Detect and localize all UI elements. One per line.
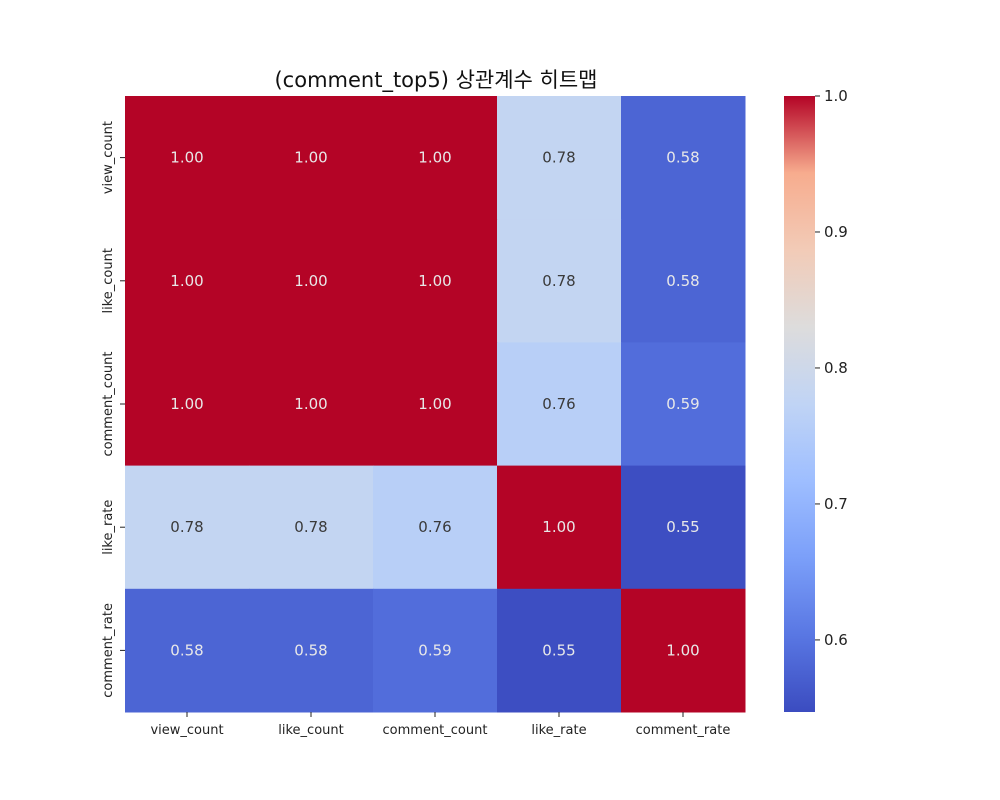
y-tick-label: like_count — [101, 248, 116, 313]
heatmap-cell-label: 1.00 — [170, 149, 203, 167]
heatmap-cell — [373, 96, 498, 220]
heatmap-cell-label: 1.00 — [170, 395, 203, 413]
heatmap-cell-label: 0.59 — [418, 641, 451, 659]
heatmap-cell-label: 1.00 — [418, 272, 451, 290]
heatmap-cell — [621, 96, 746, 220]
heatmap-cell-label: 0.58 — [666, 272, 699, 290]
heatmap-cells — [125, 96, 746, 713]
heatmap-cell-label: 1.00 — [542, 518, 575, 536]
heatmap-cell — [497, 219, 622, 343]
heatmap-cell — [497, 96, 622, 220]
heatmap-cell — [497, 465, 622, 590]
x-tick-label: view_count — [150, 723, 223, 738]
heatmap-cell — [373, 588, 498, 713]
heatmap-cell-label: 1.00 — [294, 149, 327, 167]
colorbar-tick-label: 0.6 — [824, 631, 848, 649]
heatmap-cell-label: 0.58 — [170, 641, 203, 659]
x-axis-ticks: view_count like_count comment_count like_ra… — [150, 712, 730, 738]
colorbar: 1.0 0.9 0.8 0.7 0.6 — [784, 87, 848, 712]
heatmap-cell — [125, 96, 250, 220]
heatmap-cell-labels: 1.00 1.00 1.00 0.78 0.58 1.00 1.00 1.00 0.78 0.58… — [170, 149, 699, 660]
heatmap-cell — [373, 219, 498, 343]
heatmap-cell — [125, 465, 250, 590]
y-axis-ticks: view_count like_count comment_count like_ra… — [101, 121, 125, 698]
heatmap-cell-label: 0.76 — [418, 518, 451, 536]
heatmap-cell-label: 1.00 — [418, 149, 451, 167]
colorbar-tick-label: 0.8 — [824, 359, 848, 377]
chart-title: (comment_top5) 상관계수 히트맵 — [274, 68, 597, 93]
heatmap-cell — [621, 465, 746, 590]
heatmap-cell — [125, 219, 250, 343]
x-tick-label: like_count — [278, 723, 343, 738]
heatmap-cell-label: 0.58 — [666, 149, 699, 167]
heatmap-cell — [249, 342, 374, 467]
heatmap-cell — [125, 342, 250, 467]
heatmap-cell-label: 0.78 — [542, 149, 575, 167]
heatmap-cell — [373, 342, 498, 467]
y-tick-label: comment_rate — [101, 603, 116, 698]
heatmap-cell — [373, 465, 498, 590]
y-tick-label: like_rate — [101, 500, 116, 555]
heatmap-cell — [497, 342, 622, 467]
y-tick-label: view_count — [101, 121, 116, 194]
heatmap-cell — [621, 342, 746, 467]
heatmap-cell-label: 1.00 — [170, 272, 203, 290]
x-tick-label: comment_count — [383, 723, 488, 738]
heatmap-cell-label: 0.78 — [294, 518, 327, 536]
colorbar-tick-label: 0.7 — [824, 495, 848, 513]
heatmap-cell — [621, 219, 746, 343]
heatmap-cell — [497, 588, 622, 713]
colorbar-gradient — [784, 96, 815, 712]
heatmap-cell-label: 0.76 — [542, 395, 575, 413]
heatmap-cell-label: 0.58 — [294, 641, 327, 659]
colorbar-tick-label: 0.9 — [824, 223, 848, 241]
heatmap-cell-label: 0.55 — [666, 518, 699, 536]
heatmap-cell-label: 1.00 — [294, 272, 327, 290]
heatmap-cell-label: 0.55 — [542, 641, 575, 659]
heatmap-cell — [621, 588, 746, 713]
x-tick-label: comment_rate — [636, 723, 731, 738]
heatmap-cell-label: 0.78 — [170, 518, 203, 536]
heatmap-cell — [249, 588, 374, 713]
heatmap-cell-label: 0.78 — [542, 272, 575, 290]
colorbar-ticks: 1.0 0.9 0.8 0.7 0.6 — [815, 87, 848, 649]
heatmap-cell-label: 1.00 — [666, 641, 699, 659]
colorbar-tick-label: 1.0 — [824, 87, 848, 105]
y-tick-label: comment_count — [101, 352, 116, 457]
heatmap-cell-label: 1.00 — [294, 395, 327, 413]
heatmap-cell — [249, 465, 374, 590]
heatmap-cell — [125, 588, 250, 713]
heatmap-cell-label: 0.59 — [666, 395, 699, 413]
x-tick-label: like_rate — [531, 723, 586, 738]
heatmap-cell — [249, 96, 374, 220]
heatmap-cell-label: 1.00 — [418, 395, 451, 413]
heatmap-cell — [249, 219, 374, 343]
